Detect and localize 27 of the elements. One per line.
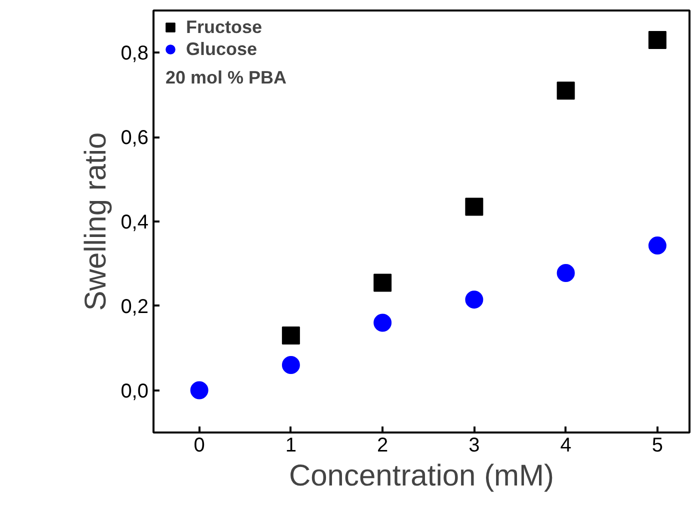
point: [648, 31, 666, 50]
y-tick-label: 0,8: [120, 42, 149, 65]
point: [282, 326, 300, 344]
x-tick-label: 0: [194, 434, 205, 456]
point: [374, 274, 392, 292]
y-tick-label: 0,4: [120, 212, 149, 234]
x-tick-label: 1: [285, 434, 296, 456]
point: [282, 356, 300, 374]
annotation: 20 mol % PBA: [166, 68, 287, 88]
y-tick-label: 0,2: [120, 296, 149, 318]
y-tick-label: 0,6: [120, 127, 149, 150]
x-tick-label: 5: [652, 434, 663, 456]
x-tick-label: 2: [377, 434, 388, 456]
point: [556, 82, 575, 100]
y-axis-title: Swelling ratio: [80, 132, 113, 311]
x-axis-title: Concentration (mM): [288, 460, 554, 492]
point: [465, 198, 484, 216]
x-tick-label: 4: [560, 434, 572, 456]
legend-label: Fructose: [186, 16, 262, 38]
point: [465, 290, 484, 309]
x-tick-label: 3: [468, 434, 480, 456]
point: [190, 381, 208, 400]
y-tick-label: 0,0: [120, 380, 149, 402]
point: [556, 264, 575, 282]
point: [374, 314, 392, 332]
legend-label: Glucose: [186, 38, 258, 60]
point: [648, 236, 666, 255]
